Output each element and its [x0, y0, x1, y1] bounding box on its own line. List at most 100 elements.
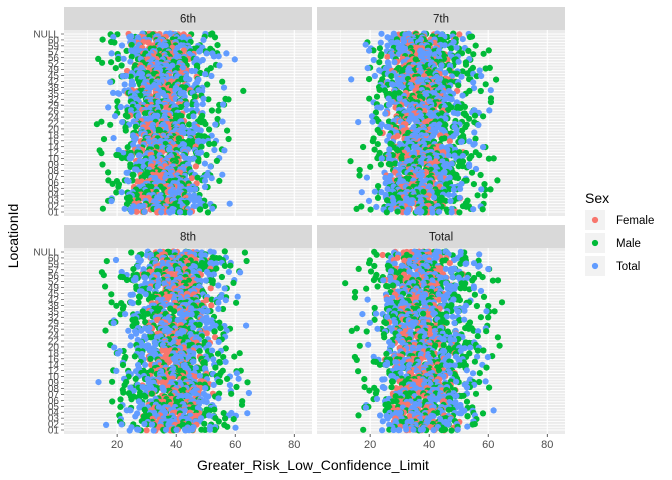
- data-point-total: [188, 67, 195, 75]
- data-point-male: [224, 375, 231, 382]
- points: [93, 30, 247, 216]
- data-point-male: [468, 169, 476, 176]
- data-point-total: [447, 197, 454, 205]
- data-point-total: [125, 178, 132, 185]
- data-point-total: [126, 33, 133, 41]
- data-point-total: [362, 41, 369, 48]
- data-point-male: [109, 378, 116, 385]
- data-point-total: [174, 73, 181, 80]
- data-point-male: [118, 62, 125, 69]
- data-point-male: [112, 65, 119, 72]
- data-point-total: [221, 285, 228, 292]
- data-point-total: [220, 101, 227, 108]
- data-point-male: [383, 209, 390, 216]
- data-point-male: [208, 107, 215, 114]
- data-point-total: [200, 95, 207, 102]
- data-point-male: [123, 47, 130, 55]
- data-point-total: [127, 342, 134, 349]
- data-point-male: [124, 144, 131, 151]
- data-point-total: [235, 375, 242, 382]
- data-point-total: [476, 67, 483, 74]
- data-point-total: [121, 205, 128, 212]
- data-point-female: [384, 53, 391, 60]
- data-point-male: [231, 353, 238, 360]
- data-point-total: [188, 311, 195, 318]
- data-point-total: [208, 72, 215, 80]
- data-point-male: [490, 155, 497, 162]
- data-point-total: [377, 104, 384, 111]
- data-point-male: [233, 299, 240, 306]
- data-point-total: [116, 90, 123, 97]
- data-point-total: [130, 81, 137, 88]
- data-point-total: [364, 65, 371, 72]
- data-point-male: [211, 140, 218, 147]
- data-point-male: [385, 160, 392, 168]
- data-point-total: [478, 72, 485, 80]
- data-point-male: [137, 92, 144, 99]
- data-point-male: [95, 55, 102, 63]
- data-point-male: [204, 81, 211, 88]
- data-point-male: [367, 206, 374, 213]
- data-point-male: [122, 127, 129, 134]
- data-point-total: [115, 147, 122, 154]
- data-point-male: [394, 208, 401, 215]
- data-point-male: [240, 87, 247, 94]
- data-point-male: [111, 39, 118, 46]
- data-point-male: [243, 257, 250, 265]
- data-point-male: [155, 126, 163, 134]
- data-point-total: [191, 197, 198, 205]
- data-point-male: [466, 115, 473, 122]
- data-point-total: [429, 209, 436, 216]
- data-point-total: [113, 367, 120, 374]
- data-point-male: [470, 181, 477, 188]
- data-point-total: [370, 56, 377, 64]
- data-point-total: [194, 126, 201, 133]
- data-point-male: [103, 258, 110, 265]
- data-point-total: [197, 47, 204, 54]
- data-point-male: [142, 110, 149, 117]
- data-point-total: [190, 324, 197, 332]
- data-point-male: [373, 93, 381, 100]
- data-point-male: [464, 70, 471, 77]
- data-point-total: [215, 299, 222, 306]
- data-point-male: [128, 249, 135, 256]
- data-point-total: [470, 206, 477, 213]
- data-point-total: [234, 293, 241, 300]
- data-point-total: [169, 208, 176, 215]
- data-point-total: [471, 140, 478, 147]
- data-point-total: [215, 338, 222, 345]
- data-point-male: [219, 78, 226, 85]
- data-point-male: [205, 96, 212, 103]
- data-point-total: [128, 333, 135, 340]
- data-point-total: [120, 55, 127, 62]
- data-point-male: [206, 140, 213, 148]
- data-point-total: [383, 123, 391, 130]
- data-point-male: [196, 348, 203, 355]
- data-point-total: [207, 163, 214, 170]
- data-point-male: [150, 70, 157, 77]
- data-point-total: [112, 113, 119, 120]
- data-point-total: [455, 58, 462, 65]
- data-point-total: [226, 200, 233, 207]
- data-point-male: [130, 266, 137, 273]
- data-point-male: [481, 192, 488, 199]
- data-point-total: [186, 76, 193, 83]
- data-point-male: [236, 350, 243, 357]
- data-point-male: [474, 192, 481, 199]
- data-point-male: [186, 113, 193, 120]
- data-point-total: [486, 107, 493, 114]
- data-point-total: [203, 50, 210, 57]
- data-point-total: [118, 42, 126, 49]
- data-point-male: [105, 169, 112, 176]
- data-point-total: [129, 141, 137, 148]
- data-point-male: [98, 150, 105, 157]
- data-point-male: [384, 197, 391, 204]
- data-point-total: [142, 291, 149, 298]
- data-point-male: [132, 375, 139, 382]
- data-point-total: [219, 118, 226, 125]
- data-point-male: [99, 161, 106, 168]
- data-point-male: [221, 248, 228, 255]
- data-point-male: [122, 112, 129, 119]
- data-point-male: [203, 151, 210, 159]
